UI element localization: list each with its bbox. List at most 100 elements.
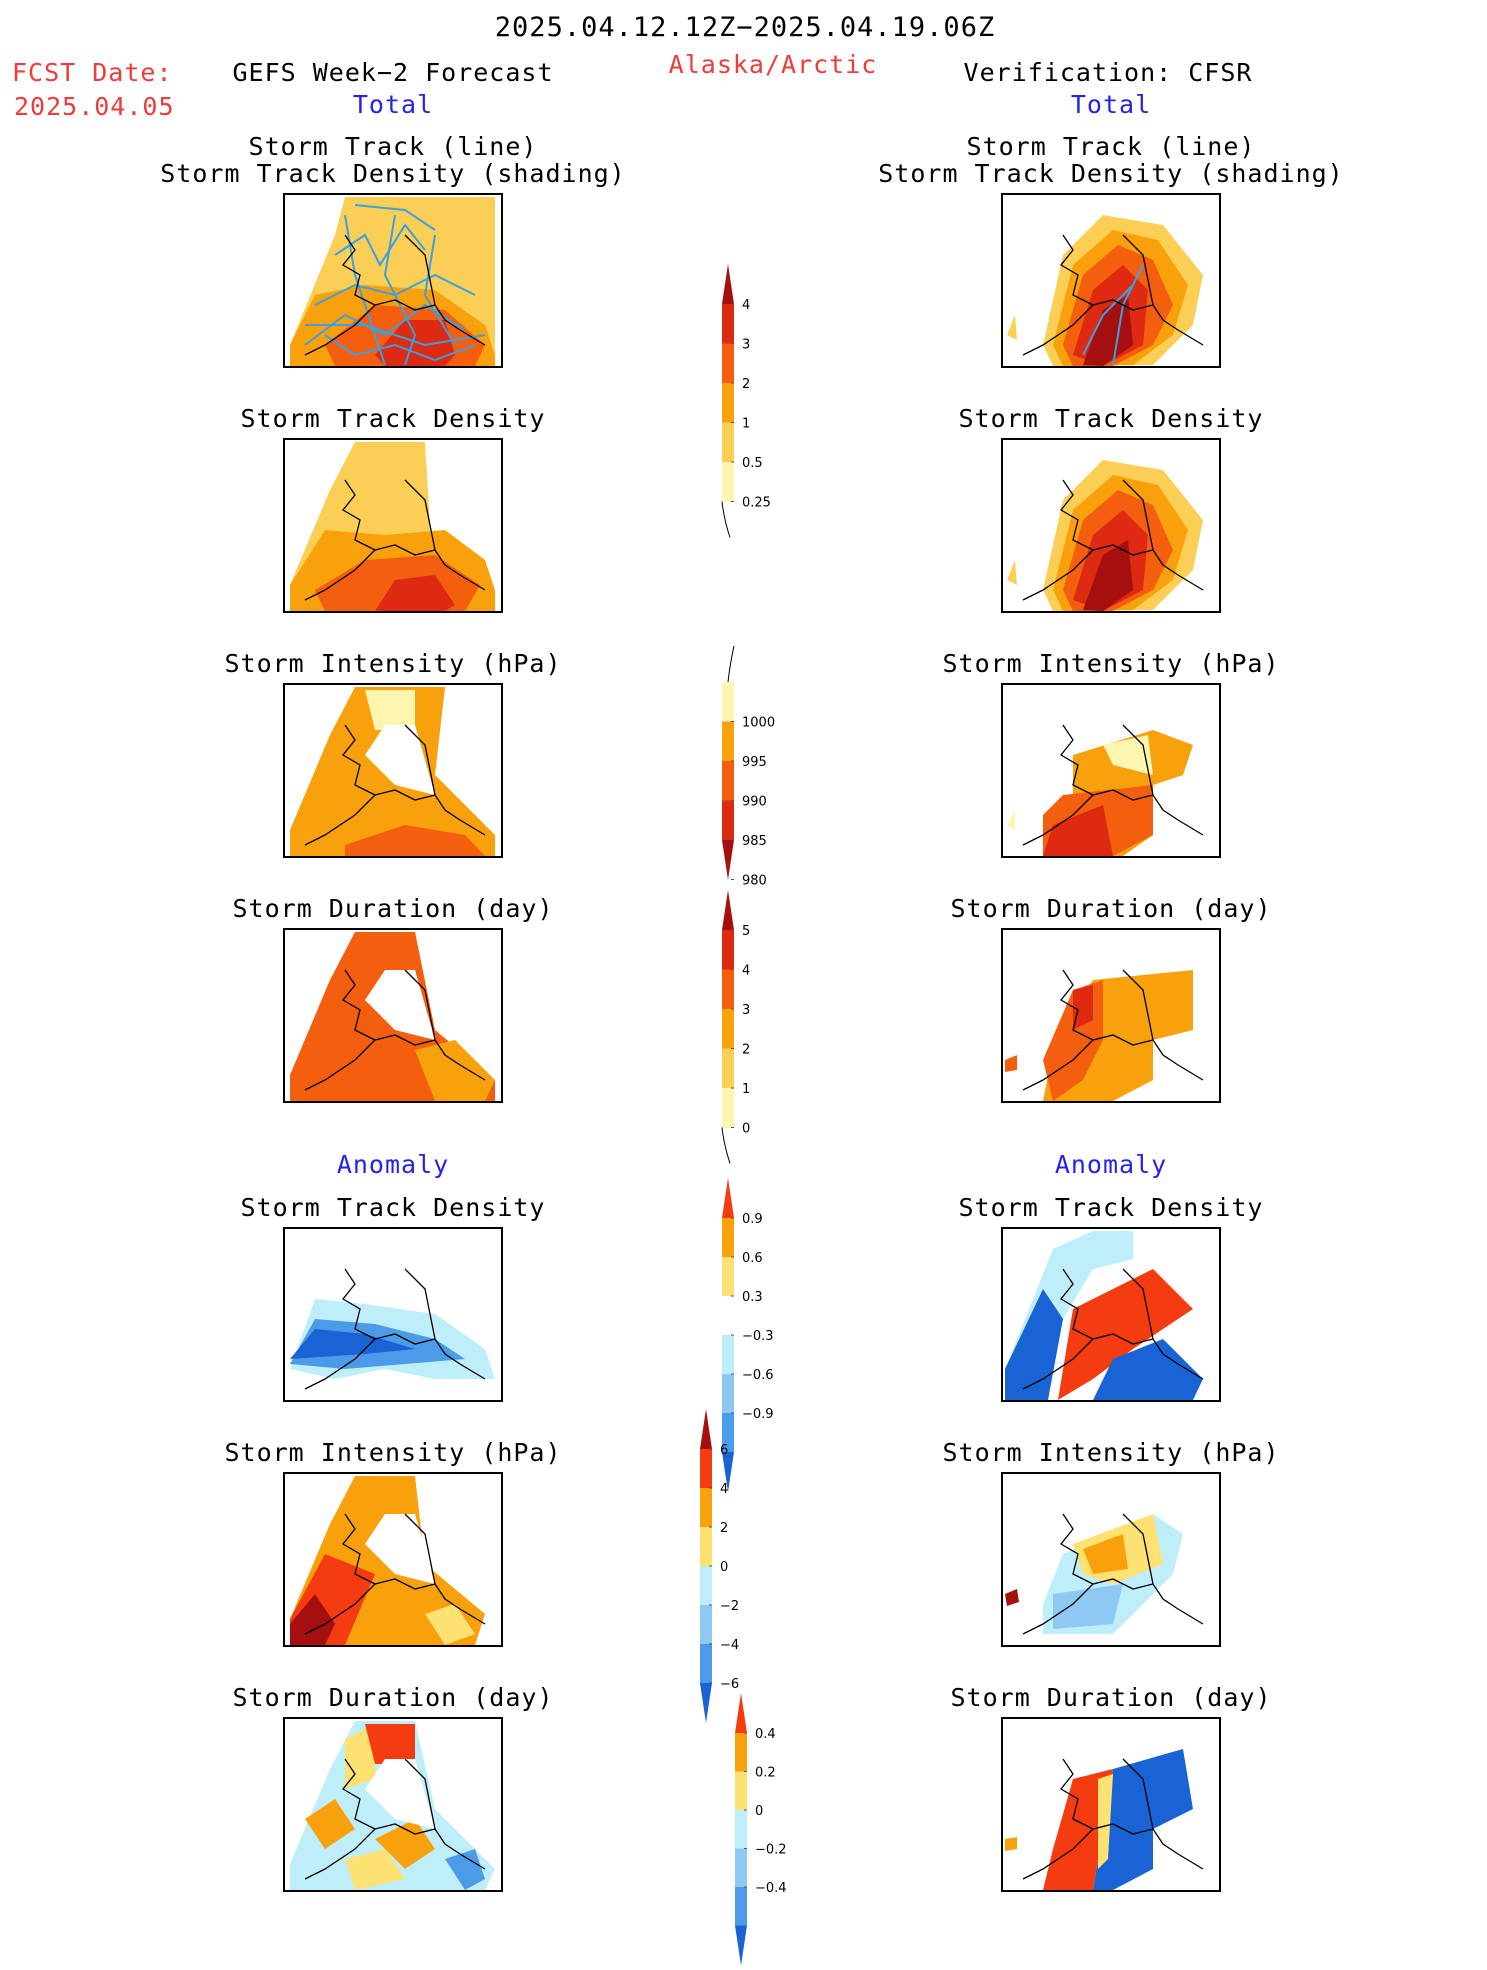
density_anom-segment [722, 1374, 734, 1414]
date-range-title: 2025.04.12.12Z−2025.04.19.06Z [494, 12, 996, 43]
duration_total-tick-label: 4 [742, 964, 750, 979]
left-track-density-map [283, 193, 503, 368]
duration-anom-colorbar: 0.4 0.2 0 −0.2 −0.4 [735, 1693, 795, 1970]
density_anom-tick-label: −0.3 [742, 1329, 774, 1344]
right-intensity-title: Storm Intensity (hPa) [942, 649, 1280, 678]
density_anom-segment [722, 1218, 734, 1258]
right-anom-intensity-map [1001, 1472, 1221, 1647]
right-anomaly-label: Anomaly [1054, 1150, 1168, 1179]
left-track-line-title: Storm Track (line) [248, 132, 538, 161]
right-anom-duration-map [1001, 1717, 1221, 1892]
duration_total-segment [722, 1009, 734, 1049]
density_anom-segment [722, 1257, 734, 1297]
intensity_total-tick-label: 1000 [742, 716, 775, 731]
density_anom-arrow-bottom [722, 1452, 734, 1492]
left-anom-intensity-map [283, 1472, 503, 1647]
gefs-forecast-title: GEFS Week−2 Forecast [232, 58, 554, 87]
verification-title: Verification: CFSR [963, 58, 1253, 87]
duration_anom-arrow-bottom [735, 1925, 747, 1966]
density-anom-colorbar: 0.9 0.6 0.3 −0.3 −0.6 −0.9 [722, 1178, 782, 1496]
left-duration-title: Storm Duration (day) [232, 894, 554, 923]
right-anom-intensity-title: Storm Intensity (hPa) [942, 1438, 1280, 1467]
density_anom-tick-label: −0.9 [742, 1407, 774, 1422]
duration_total-tick-label: 5 [742, 924, 750, 939]
duration_anom-segment [735, 1848, 747, 1888]
density_anom-arrow-top [722, 1178, 734, 1218]
right-track-shading-title: Storm Track Density (shading) [878, 159, 1344, 188]
density_anom-segment [722, 1296, 734, 1336]
duration-total-colorbar: 5 4 3 2 1 0 [721, 890, 782, 1168]
intensity_anom-segment [700, 1566, 712, 1606]
intensity_anom-svg: 6 4 2 0 −2 −4 −6 [700, 1409, 739, 1723]
density_anom-tick-label: 0.9 [742, 1212, 763, 1227]
density_total-svg: 4 3 2 1 0.5 0.25 [721, 264, 771, 538]
density_total-tick-label: 2 [742, 377, 750, 392]
intensity_anom-segment [700, 1488, 712, 1528]
duration_anom-svg: 0.4 0.2 0 −0.2 −0.4 [735, 1693, 787, 1966]
right-anom-density-map [1001, 1227, 1221, 1402]
left-total-label: Total [352, 90, 434, 119]
density_anom-tick-label: 0.6 [742, 1251, 763, 1266]
left-anom-intensity-title: Storm Intensity (hPa) [224, 1438, 562, 1467]
density-total-colorbar: 4 3 2 1 0.5 0.25 [721, 264, 782, 542]
right-anom-density-title: Storm Track Density [958, 1193, 1264, 1222]
intensity_anom-tick-label: −6 [720, 1677, 739, 1692]
duration_total-tick-label: 2 [742, 1043, 750, 1058]
intensity_total-svg: 1000 995 990 985 980 [722, 645, 775, 889]
density_total-segment [722, 383, 734, 423]
density_total-tail-bottom [721, 501, 731, 538]
intensity_anom-arrow-bottom [700, 1683, 712, 1723]
intensity_anom-segment [700, 1527, 712, 1567]
density_total-tick-label: 1 [742, 417, 750, 432]
duration_anom-tick-label: 0.2 [755, 1766, 776, 1781]
intensity_total-tail-top [727, 645, 735, 683]
duration_anom-arrow-top [735, 1693, 747, 1733]
density_total-segment [722, 422, 734, 463]
intensity-total-colorbar: 1000 995 990 985 980 [722, 645, 782, 889]
duration_anom-segment [735, 1810, 747, 1849]
duration_anom-segment [735, 1771, 747, 1811]
left-anom-density-title: Storm Track Density [240, 1193, 546, 1222]
duration_total-segment [722, 1048, 734, 1089]
density_anom-segment [722, 1413, 734, 1453]
right-track-line-title: Storm Track (line) [966, 132, 1256, 161]
density_anom-tick-label: 0.3 [742, 1290, 763, 1305]
duration_total-tick-label: 3 [742, 1003, 750, 1018]
left-anom-duration-map [283, 1717, 503, 1892]
duration_total-tick-label: 0 [742, 1122, 750, 1137]
intensity_total-tick-label: 990 [742, 795, 767, 810]
right-intensity-map [1001, 683, 1221, 858]
intensity_total-segment [722, 800, 734, 841]
duration_anom-tick-label: 0 [755, 1804, 763, 1819]
left-intensity-title: Storm Intensity (hPa) [224, 649, 562, 678]
left-duration-map [283, 928, 503, 1103]
intensity_anom-segment [700, 1644, 712, 1684]
duration_anom-segment [735, 1887, 747, 1926]
intensity_anom-tick-label: 2 [720, 1521, 728, 1536]
left-density-map [283, 438, 503, 613]
left-anomaly-label: Anomaly [336, 1150, 450, 1179]
density_total-segment [722, 304, 734, 344]
left-density-title: Storm Track Density [240, 404, 546, 433]
duration_anom-tick-label: −0.4 [755, 1881, 787, 1896]
duration_anom-tick-label: −0.2 [755, 1843, 787, 1858]
duration_anom-segment [735, 1733, 747, 1772]
density_anom-tick-label: −0.6 [742, 1368, 774, 1383]
intensity_anom-tick-label: −2 [720, 1599, 739, 1614]
duration_total-arrow-top [722, 890, 734, 930]
fcst-date-label: FCST Date: [12, 58, 173, 87]
duration_total-tick-label: 1 [742, 1082, 750, 1097]
density_total-tick-label: 3 [742, 338, 750, 353]
left-anom-density-map [283, 1227, 503, 1402]
density_total-arrow-top [722, 264, 734, 304]
intensity_total-tick-label: 985 [742, 834, 767, 849]
right-track-density-map [1001, 193, 1221, 368]
density_anom-svg: 0.9 0.6 0.3 −0.3 −0.6 −0.9 [722, 1178, 774, 1492]
duration_anom-tick-label: 0.4 [755, 1727, 776, 1742]
right-duration-map [1001, 928, 1221, 1103]
intensity_total-tick-label: 995 [742, 755, 767, 770]
intensity_total-segment [722, 761, 734, 801]
right-anom-duration-title: Storm Duration (day) [950, 1683, 1272, 1712]
intensity-anom-colorbar: 6 4 2 0 −2 −4 −6 [700, 1409, 760, 1727]
intensity_anom-segment [700, 1605, 712, 1645]
